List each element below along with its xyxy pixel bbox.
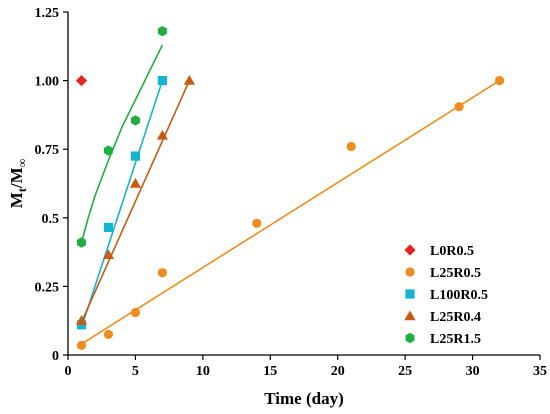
- legend-label-l25r0-4: L25R0.4: [430, 310, 481, 325]
- data-point-l25r0-4: [75, 315, 88, 325]
- y-tick-label: 0.25: [35, 280, 60, 295]
- legend-marker-l25r1-5: [405, 332, 415, 344]
- plot-frame: [67, 12, 540, 356]
- data-point-l25r0-5: [157, 268, 167, 278]
- y-axis: 0 0.25 0.5 0.75 1.00 1.25: [35, 6, 68, 364]
- legend-label-l0r0-5: L0R0.5: [430, 244, 474, 259]
- x-tick-label: 0: [65, 364, 72, 379]
- y-tick-label: 1.00: [35, 75, 60, 90]
- data-point-l25r0-4: [183, 75, 195, 85]
- x-tick-label: 20: [331, 364, 345, 379]
- fit-line-l25r1-5: [80, 44, 164, 243]
- data-point-l25r0-5: [103, 329, 114, 340]
- x-axis: 0 5 10 15 20 25 30 35: [65, 355, 547, 379]
- data-point-l100r0-5: [103, 222, 114, 233]
- x-tick-label: 25: [398, 364, 412, 379]
- data-point-l25r0-5: [454, 102, 464, 112]
- legend-label-l100r0-5: L100R0.5: [430, 288, 488, 303]
- y-axis-title-sub-inf: ∞: [15, 158, 29, 167]
- fit-line-l100r0-5: [80, 80, 164, 328]
- data-point-l25r0-5: [76, 340, 87, 350]
- data-point-l25r0-5: [494, 76, 505, 86]
- data-point-l25r0-5: [252, 218, 262, 228]
- data-markers: [75, 26, 505, 350]
- x-tick-label: 10: [196, 364, 210, 379]
- data-point-l25r1-5: [103, 145, 113, 156]
- data-point-l100r0-5: [157, 76, 167, 86]
- x-axis-title: Time (day): [264, 389, 344, 408]
- y-axis-title-sep: /M: [7, 167, 26, 189]
- y-axis-title-sub-t: t: [15, 188, 29, 192]
- legend: L0R0.5 L25R0.5 L100R0.5 L25R0.4 L25R1.5: [404, 244, 488, 347]
- data-point-l25r0-4: [129, 177, 142, 188]
- data-point-l25r1-5: [76, 237, 86, 248]
- x-tick-label: 35: [533, 364, 547, 379]
- legend-marker-l100r0-5: [405, 289, 415, 299]
- y-tick-label: 0.5: [42, 212, 60, 227]
- y-tick-label: 0.75: [35, 143, 60, 158]
- data-point-l25r1-5: [130, 115, 140, 126]
- legend-label-l25r1-5: L25R1.5: [430, 332, 481, 347]
- data-point-l25r0-5: [346, 141, 356, 152]
- data-point-l25r0-4: [156, 129, 168, 140]
- legend-label-l25r0-5: L25R0.5: [430, 266, 481, 281]
- x-tick-label: 15: [263, 364, 277, 379]
- data-point-l25r0-5: [130, 307, 141, 318]
- legend-marker-l25r0-4: [404, 310, 416, 321]
- data-point-l100r0-5: [130, 151, 141, 161]
- x-tick-label: 5: [132, 364, 139, 379]
- data-point-l25r0-4: [102, 249, 115, 260]
- fit-lines: [80, 44, 500, 345]
- y-axis-title: Mt/M∞: [7, 158, 29, 208]
- legend-marker-l25r0-5: [405, 267, 415, 277]
- x-tick-label: 30: [466, 364, 480, 379]
- y-axis-title-m: M: [7, 192, 26, 208]
- y-tick-label: 1.25: [35, 6, 60, 21]
- data-point-l25r1-5: [157, 26, 167, 37]
- y-tick-label: 0: [52, 349, 59, 364]
- fit-line-l25r0-4: [80, 80, 191, 323]
- legend-marker-l0r0-5: [404, 244, 416, 256]
- data-point-l0r0-5: [75, 75, 88, 87]
- fit-line-l25r0-5: [81, 79, 500, 345]
